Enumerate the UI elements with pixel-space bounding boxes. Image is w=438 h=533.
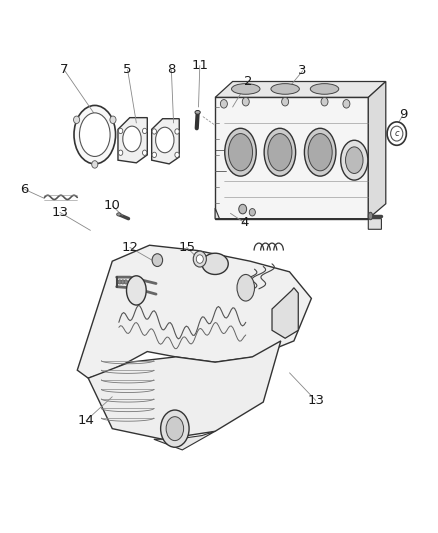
Circle shape [196,255,203,263]
Circle shape [320,98,327,106]
Text: 14: 14 [78,414,94,427]
Text: 11: 11 [191,59,208,72]
Text: 5: 5 [123,63,131,76]
Polygon shape [215,208,381,229]
Ellipse shape [166,417,183,441]
Polygon shape [272,288,297,338]
Text: 6: 6 [21,183,29,196]
Polygon shape [77,245,311,378]
Circle shape [281,98,288,106]
Ellipse shape [74,106,115,164]
Circle shape [249,208,255,216]
Ellipse shape [160,410,189,447]
Ellipse shape [126,276,146,305]
Circle shape [174,129,179,134]
Polygon shape [153,431,215,450]
Circle shape [238,204,246,214]
Ellipse shape [367,212,372,220]
Ellipse shape [123,126,141,152]
Ellipse shape [194,110,200,114]
Circle shape [152,152,156,158]
Circle shape [92,161,98,168]
Ellipse shape [228,134,252,171]
Ellipse shape [155,127,173,153]
Ellipse shape [231,84,259,94]
Text: 7: 7 [60,63,68,76]
Circle shape [242,98,249,106]
Circle shape [121,280,124,284]
Circle shape [73,116,79,124]
Text: 10: 10 [104,199,120,212]
Polygon shape [215,82,385,98]
Ellipse shape [79,113,110,157]
Circle shape [390,126,402,141]
Circle shape [174,152,179,158]
Circle shape [152,129,156,134]
Ellipse shape [237,274,254,301]
Text: 4: 4 [240,216,248,229]
Circle shape [118,150,123,156]
Circle shape [110,116,116,124]
Circle shape [118,280,121,284]
Ellipse shape [345,147,362,173]
Circle shape [220,100,227,108]
Polygon shape [151,119,179,164]
Text: 12: 12 [121,241,138,254]
Polygon shape [118,118,147,163]
Ellipse shape [224,128,256,176]
Text: 2: 2 [243,75,251,88]
Text: 9: 9 [398,108,406,121]
Ellipse shape [201,253,228,274]
Polygon shape [88,341,280,439]
Polygon shape [215,98,367,219]
Ellipse shape [117,213,121,216]
Text: c: c [393,129,398,138]
Circle shape [142,128,147,134]
Circle shape [342,100,349,108]
Ellipse shape [264,128,295,176]
Ellipse shape [310,84,338,94]
Text: 15: 15 [178,241,195,254]
Text: 13: 13 [51,206,68,219]
Circle shape [124,280,127,284]
Circle shape [193,251,206,267]
Text: 13: 13 [307,394,324,407]
Ellipse shape [267,134,291,171]
Ellipse shape [307,134,332,171]
Circle shape [386,122,406,146]
Ellipse shape [270,84,299,94]
Text: 8: 8 [167,63,175,76]
Text: 3: 3 [298,64,306,77]
Circle shape [118,128,123,134]
Ellipse shape [340,140,367,180]
Polygon shape [367,82,385,219]
Circle shape [142,150,147,156]
Circle shape [152,254,162,266]
Ellipse shape [304,128,335,176]
